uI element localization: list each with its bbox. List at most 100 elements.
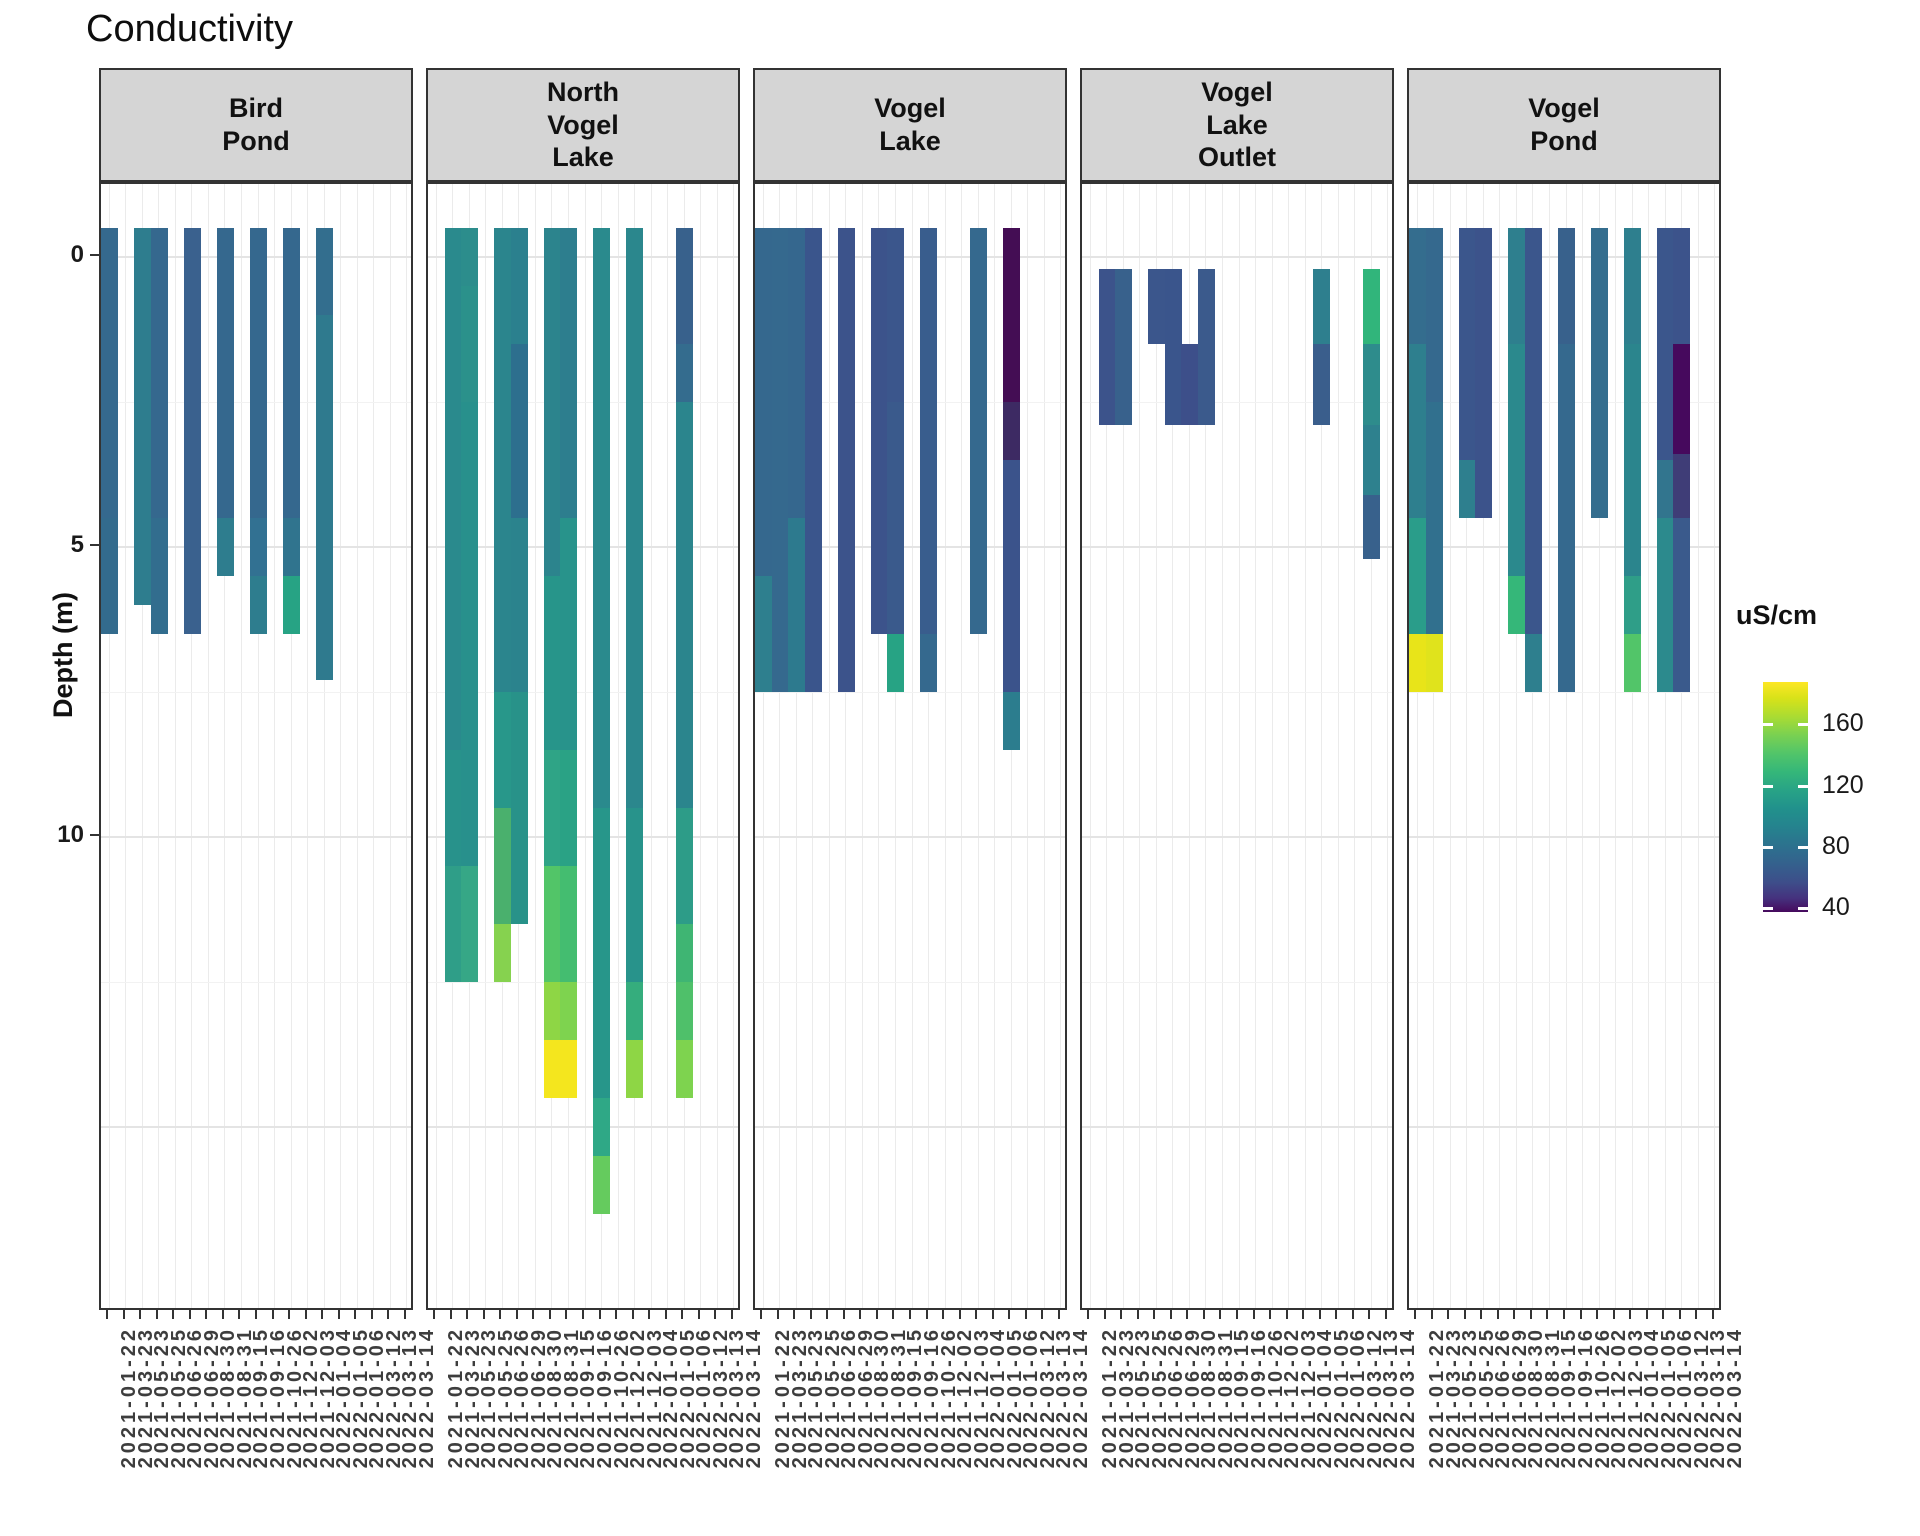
depth-bar-segment bbox=[626, 982, 644, 1040]
depth-bar-segment bbox=[870, 228, 888, 634]
x-tick bbox=[1480, 1310, 1483, 1319]
x-tick bbox=[760, 1310, 763, 1319]
depth-bar-segment bbox=[1475, 228, 1493, 518]
x-tick bbox=[1384, 1310, 1387, 1319]
gridline-vertical bbox=[845, 184, 847, 1308]
x-tick bbox=[809, 1310, 812, 1319]
depth-bar-segment bbox=[920, 228, 938, 634]
depth-bar-segment bbox=[282, 228, 300, 518]
legend-colorbar bbox=[1763, 682, 1808, 912]
x-tick bbox=[1285, 1310, 1288, 1319]
x-tick bbox=[909, 1310, 911, 1319]
depth-bar-segment bbox=[1197, 268, 1215, 426]
facet-header-label: Vogel Lake bbox=[874, 93, 946, 156]
gridline-minor bbox=[1409, 692, 1719, 693]
x-tick bbox=[255, 1310, 257, 1319]
depth-bar-segment bbox=[1508, 228, 1526, 344]
depth-bar-segment bbox=[887, 402, 905, 634]
gridline-minor bbox=[428, 982, 738, 983]
x-tick bbox=[1579, 1310, 1582, 1319]
gridline-vertical bbox=[650, 184, 652, 1308]
gridline-vertical bbox=[356, 184, 358, 1308]
depth-bar-segment bbox=[150, 228, 168, 518]
depth-bar-segment bbox=[461, 866, 479, 982]
depth-bar-segment bbox=[510, 344, 528, 518]
gridline-major bbox=[428, 546, 738, 548]
depth-bar-segment bbox=[675, 344, 693, 402]
depth-bar-segment bbox=[249, 576, 267, 634]
gridline-vertical bbox=[1060, 184, 1062, 1308]
x-tick bbox=[1318, 1310, 1321, 1319]
gridline-vertical bbox=[485, 184, 487, 1308]
facet-header-label: Vogel Pond bbox=[1528, 93, 1600, 156]
x-tick bbox=[1529, 1310, 1532, 1319]
facet-header-vogel-lake: Vogel Lake bbox=[753, 68, 1067, 182]
depth-bar-segment bbox=[560, 982, 578, 1040]
depth-bar-segment bbox=[560, 866, 578, 982]
x-tick bbox=[975, 1310, 978, 1319]
x-tick bbox=[1695, 1310, 1698, 1319]
gridline-vertical bbox=[779, 184, 781, 1308]
depth-bar-segment bbox=[755, 228, 773, 576]
x-tick bbox=[1120, 1310, 1123, 1319]
x-tick bbox=[1496, 1310, 1499, 1319]
gridline-vertical bbox=[1532, 184, 1534, 1308]
facet-header-bird-pond: Bird Pond bbox=[99, 68, 413, 182]
gridline-vertical bbox=[617, 184, 619, 1308]
x-tick-label: 2022-03-14 bbox=[1396, 1326, 1419, 1469]
depth-bar-segment bbox=[1362, 344, 1380, 426]
x-tick bbox=[1024, 1310, 1027, 1319]
y-tick bbox=[90, 834, 99, 836]
gridline-major bbox=[428, 1126, 738, 1128]
x-tick bbox=[1252, 1310, 1255, 1319]
depth-bar-segment bbox=[1002, 402, 1020, 460]
facet-header-north-vogel-lake: North Vogel Lake bbox=[426, 68, 740, 182]
gridline-vertical bbox=[406, 184, 408, 1308]
depth-bar-segment bbox=[1148, 268, 1166, 344]
legend-tick bbox=[1798, 907, 1808, 911]
x-tick bbox=[631, 1310, 634, 1319]
x-tick bbox=[859, 1310, 862, 1319]
x-tick bbox=[354, 1310, 357, 1319]
x-tick bbox=[1596, 1310, 1599, 1319]
depth-bar-segment bbox=[1458, 228, 1476, 460]
x-tick bbox=[793, 1310, 796, 1319]
x-tick bbox=[221, 1310, 224, 1319]
depth-bar-segment bbox=[249, 518, 267, 576]
x-tick bbox=[875, 1310, 878, 1319]
depth-bar-segment bbox=[1425, 634, 1443, 692]
depth-bar-segment bbox=[543, 228, 561, 576]
x-tick bbox=[370, 1310, 373, 1319]
depth-bar-segment bbox=[593, 228, 611, 808]
gridline-vertical bbox=[435, 184, 437, 1308]
x-tick bbox=[582, 1310, 584, 1319]
x-tick bbox=[958, 1310, 961, 1319]
depth-bar-segment bbox=[315, 315, 333, 681]
x-tick-label: 2022-03-14 bbox=[415, 1326, 438, 1469]
gridline-vertical bbox=[191, 184, 193, 1308]
x-tick bbox=[499, 1310, 502, 1319]
x-tick bbox=[1269, 1310, 1272, 1319]
x-tick bbox=[139, 1310, 142, 1319]
gridline-vertical bbox=[700, 184, 702, 1308]
x-tick bbox=[387, 1310, 390, 1319]
depth-bar-segment bbox=[1673, 344, 1691, 455]
gridline-minor bbox=[101, 982, 411, 983]
depth-bar-segment bbox=[1425, 228, 1443, 402]
gridline-vertical bbox=[762, 184, 764, 1308]
gridline-vertical bbox=[1482, 184, 1484, 1308]
gridline-vertical bbox=[240, 184, 242, 1308]
depth-bar-segment bbox=[788, 518, 806, 692]
gridline-major bbox=[1409, 836, 1719, 838]
x-tick-label: 2022-03-14 bbox=[1723, 1326, 1746, 1469]
x-tick bbox=[714, 1310, 717, 1319]
depth-bar-segment bbox=[887, 228, 905, 402]
gridline-vertical bbox=[1304, 184, 1306, 1308]
legend-tick bbox=[1763, 907, 1773, 911]
x-tick bbox=[1563, 1310, 1565, 1319]
x-tick bbox=[482, 1310, 485, 1319]
depth-bar-segment bbox=[1623, 634, 1641, 692]
x-tick bbox=[648, 1310, 651, 1319]
depth-bar-segment bbox=[593, 808, 611, 1098]
depth-bar-segment bbox=[494, 808, 512, 924]
